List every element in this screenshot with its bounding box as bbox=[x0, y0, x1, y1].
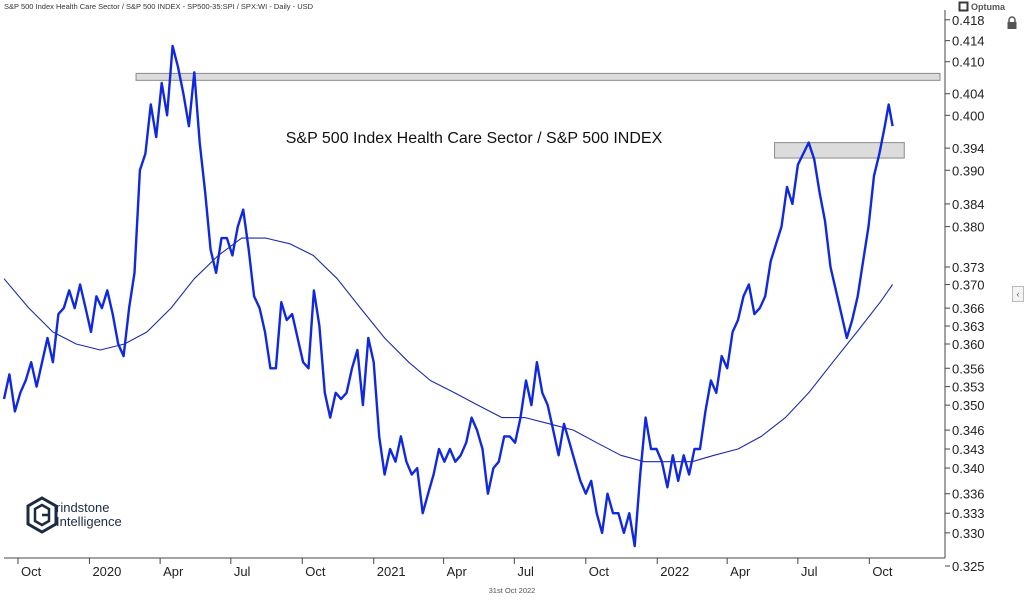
y-tick-label: 0.340 bbox=[952, 461, 985, 476]
axes: 0.418 0.414 0.410 0.404 0.400 0.394 0.390 0.384… bbox=[4, 10, 985, 579]
chart-title: S&P 500 Index Health Care Sector / S&P 5… bbox=[286, 130, 663, 147]
y-tick-label: 0.418 bbox=[952, 13, 985, 28]
moving-average-line bbox=[3, 237, 894, 463]
lower-resistance-zone bbox=[774, 142, 905, 159]
x-tick-label: 2020 bbox=[92, 564, 121, 579]
lock-icon[interactable] bbox=[1006, 16, 1018, 35]
grindstone-logo: rindstone Intelligence bbox=[24, 495, 122, 535]
x-tick-label: 2021 bbox=[377, 564, 406, 579]
y-tick-label: 0.360 bbox=[952, 337, 985, 352]
y-tick-label: 0.356 bbox=[952, 361, 985, 376]
y-tick-label: 0.330 bbox=[952, 526, 985, 541]
x-tick-label: 2022 bbox=[660, 564, 689, 579]
y-tick-label: 0.384 bbox=[952, 197, 985, 212]
x-tick-label: Apr bbox=[730, 564, 751, 579]
x-tick-label: Oct bbox=[872, 564, 893, 579]
price-series-line bbox=[2, 44, 894, 548]
chevron-left-icon[interactable]: ‹ bbox=[1012, 286, 1024, 302]
chart-header: S&P 500 Index Health Care Sector / S&P 5… bbox=[4, 2, 314, 11]
price-line-layer bbox=[2, 44, 894, 548]
y-tick-label: 0.350 bbox=[952, 398, 985, 413]
x-tick-label: Oct bbox=[589, 564, 610, 579]
optuma-brand: Optuma bbox=[958, 1, 1005, 12]
x-tick-label: Oct bbox=[305, 564, 326, 579]
y-tick-label: 0.325 bbox=[952, 559, 985, 574]
x-tick-label: Jul bbox=[801, 564, 818, 579]
brand-name: Optuma bbox=[971, 1, 1006, 12]
x-tick-label: Jul bbox=[234, 564, 251, 579]
logo-line1: rindstone bbox=[56, 500, 110, 515]
y-tick-label: 0.390 bbox=[952, 163, 985, 178]
y-tick-label: 0.336 bbox=[952, 487, 985, 502]
y-tick-label: 0.404 bbox=[952, 87, 985, 102]
y-tick-label: 0.366 bbox=[952, 301, 985, 316]
y-tick-label: 0.343 bbox=[952, 442, 985, 457]
y-tick-label: 0.410 bbox=[952, 55, 985, 70]
y-tick-label: 0.346 bbox=[952, 423, 985, 438]
y-tick-label: 0.363 bbox=[952, 319, 985, 334]
x-tick-label: Apr bbox=[163, 564, 184, 579]
y-tick-label: 0.373 bbox=[952, 260, 985, 275]
y-tick-label: 0.400 bbox=[952, 108, 985, 123]
y-tick-label: 0.370 bbox=[952, 278, 985, 293]
optuma-logo-icon bbox=[958, 1, 969, 12]
y-tick-label: 0.394 bbox=[952, 141, 985, 156]
y-tick-label: 0.380 bbox=[952, 220, 985, 235]
upper-resistance-zone bbox=[135, 72, 941, 81]
footer-date: 31st Oct 2022 bbox=[488, 586, 536, 595]
x-tick-label: Apr bbox=[447, 564, 468, 579]
y-tick-label: 0.414 bbox=[952, 34, 985, 49]
logo-line2: Intelligence bbox=[56, 514, 122, 529]
y-tick-label: 0.353 bbox=[952, 380, 985, 395]
grindstone-hexagon-logo bbox=[26, 496, 58, 534]
x-tick-label: Oct bbox=[21, 564, 42, 579]
x-tick-label: Jul bbox=[517, 564, 534, 579]
moving-average-layer bbox=[3, 237, 894, 463]
y-tick-label: 0.333 bbox=[952, 506, 985, 521]
